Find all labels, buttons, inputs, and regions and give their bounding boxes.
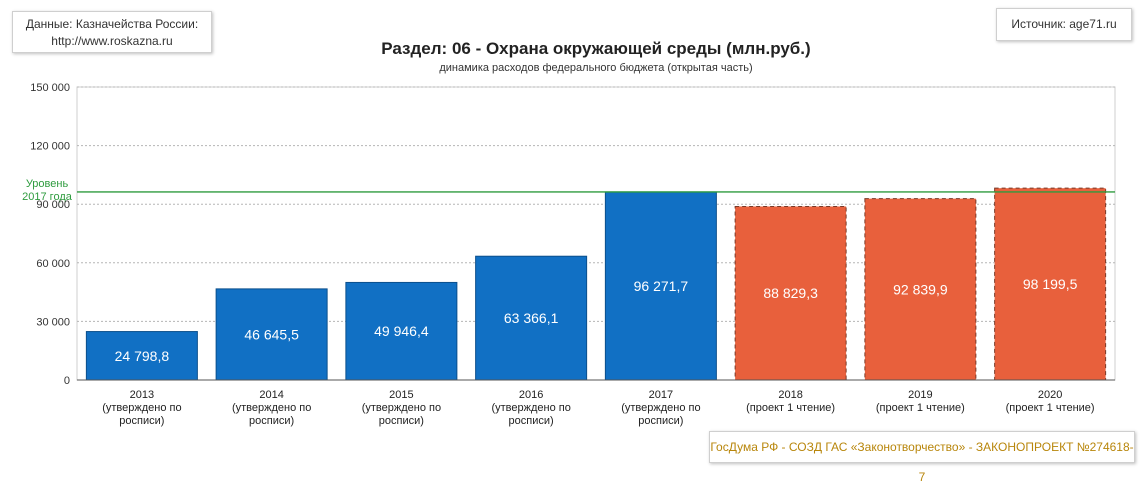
- law-reference-box: ГосДума РФ - СОЗД ГАС «Законотворчество»…: [709, 431, 1135, 484]
- reference-label-line2: 2017 года: [22, 191, 73, 203]
- bar-2020[interactable]: [994, 187, 1107, 381]
- x-tick-label: росписи): [509, 415, 554, 427]
- bar-chart: Раздел: 06 - Охрана окружающей среды (мл…: [22, 39, 1116, 427]
- x-tick-label: 2013: [130, 389, 154, 401]
- x-tick-label: росписи): [249, 415, 294, 427]
- origin-label[interactable]: Источник: age71.ru: [1011, 17, 1117, 31]
- x-tick-label: росписи): [638, 415, 683, 427]
- data-source-line1: Данные: Казначейства России:: [25, 17, 199, 31]
- chart-title: Раздел: 06 - Охрана окружающей среды (мл…: [381, 39, 810, 58]
- value-label-2020: 98 199,5: [1023, 276, 1078, 292]
- x-tick-label: 2018: [778, 389, 802, 401]
- origin-box: Источник: age71.ru: [996, 8, 1132, 41]
- x-tick-label: (утверждено по: [621, 402, 700, 414]
- x-tick-label: 2016: [519, 389, 543, 401]
- y-tick-label: 60 000: [36, 258, 70, 270]
- x-tick-label: росписи): [119, 415, 164, 427]
- y-tick-label: 0: [64, 375, 70, 387]
- x-tick-label: 2015: [389, 389, 413, 401]
- x-tick-label: росписи): [379, 415, 424, 427]
- x-tick-label: 2020: [1038, 389, 1062, 401]
- x-tick-label: (утверждено по: [362, 402, 441, 414]
- y-tick-label: 150 000: [30, 82, 70, 94]
- x-tick-label: (утверждено по: [102, 402, 181, 414]
- x-tick-label: (утверждено по: [491, 402, 570, 414]
- value-label-2019: 92 839,9: [893, 281, 948, 297]
- x-tick-label: 2014: [259, 389, 283, 401]
- value-label-2013: 24 798,8: [115, 348, 170, 364]
- value-label-2016: 63 366,1: [504, 310, 559, 326]
- law-reference-link[interactable]: ГосДума РФ - СОЗД ГАС «Законотворчество»…: [710, 440, 1134, 484]
- data-source-url[interactable]: http://www.roskazna.ru: [51, 34, 173, 48]
- value-label-2017: 96 271,7: [634, 278, 689, 294]
- bar-2018[interactable]: [734, 205, 847, 381]
- bar-2016[interactable]: [475, 255, 588, 381]
- x-tick-label: (утверждено по: [232, 402, 311, 414]
- x-tick-label: 2017: [649, 389, 673, 401]
- value-label-2018: 88 829,3: [763, 285, 818, 301]
- reference-label-line1: Уровень: [26, 178, 69, 190]
- y-tick-label: 120 000: [30, 141, 70, 153]
- value-label-2015: 49 946,4: [374, 323, 429, 339]
- value-label-2014: 46 645,5: [244, 326, 299, 342]
- chart-subtitle: динамика расходов федерального бюджета (…: [439, 62, 752, 74]
- bars: 24 798,8 46 645,5 49 946,4 63 366,1 96 271,7…: [85, 187, 1107, 381]
- bar-2014[interactable]: [215, 288, 328, 381]
- bar-2013[interactable]: [85, 331, 198, 381]
- x-tick-label: 2019: [908, 389, 932, 401]
- x-tick-label: (проект 1 чтение): [876, 402, 965, 414]
- bar-2019[interactable]: [864, 198, 977, 381]
- data-source-box: Данные: Казначейства России: http://www.…: [12, 11, 212, 53]
- x-tick-label: (проект 1 чтение): [746, 402, 835, 414]
- x-tick-label: (проект 1 чтение): [1006, 402, 1095, 414]
- y-tick-label: 90 000: [36, 199, 70, 211]
- bar-2017[interactable]: [604, 191, 717, 381]
- bar-2015[interactable]: [345, 281, 458, 381]
- y-tick-label: 30 000: [36, 316, 70, 328]
